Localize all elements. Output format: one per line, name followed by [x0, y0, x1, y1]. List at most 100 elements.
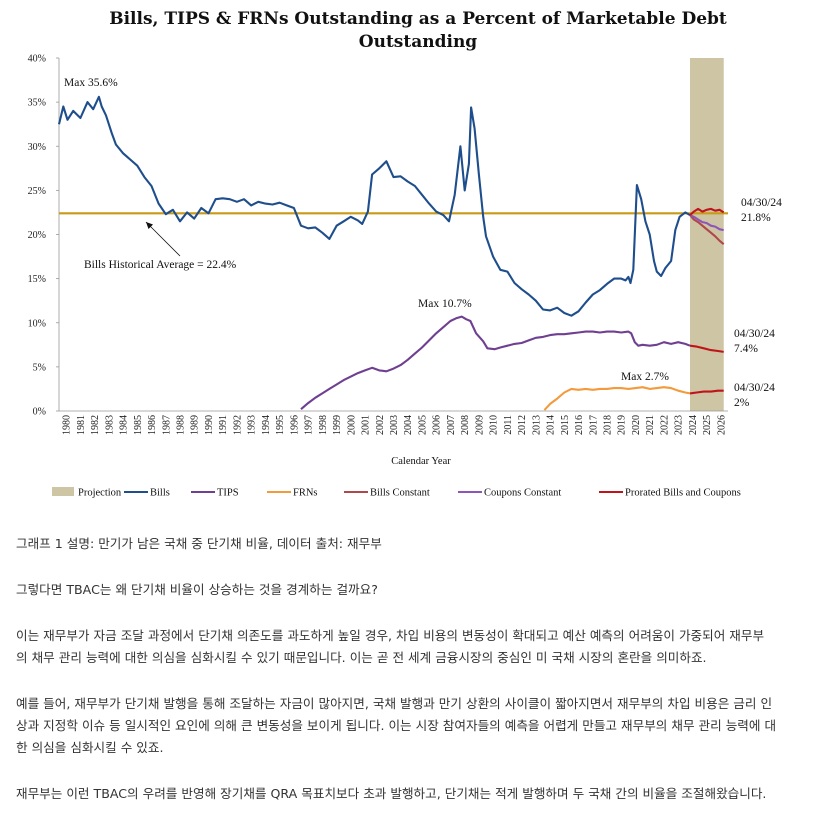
x-axis-label: Calendar Year: [391, 456, 451, 467]
series-frn-projection: [689, 389, 724, 395]
x-tick-label: 2025: [702, 415, 713, 435]
series-layer: [57, 95, 725, 411]
legend-coupons-constant-label: Coupons Constant: [484, 488, 561, 499]
x-tick-label: 2006: [432, 415, 443, 435]
chart-container: Bills, TIPS & FRNs Outstanding as a Perc…: [28, 9, 782, 499]
bills-end-value: 21.8%: [741, 212, 771, 224]
legend-prorated-bills-and-coupons-label: Prorated Bills and Coupons: [625, 488, 741, 499]
x-tick-label: 1983: [104, 415, 115, 435]
paragraph-2-line-1: 예를 들어, 재무부가 단기채 발행을 통해 조달하는 자금이 많아지면, 국채…: [16, 696, 773, 711]
paragraph-1-line-2: 의 채무 관리 능력에 대한 의심을 심화시킬 수 있기 때문입니다. 이는 곧…: [16, 650, 707, 665]
x-tick-label: 2014: [546, 415, 557, 435]
x-tick-label: 2024: [688, 415, 699, 435]
article-text: 그래프 1 설명: 만기가 남은 국채 중 단기채 비율, 데이터 출처: 재무…: [16, 533, 816, 805]
x-tick-label: 1982: [90, 415, 101, 435]
x-tick-label: 1997: [304, 415, 315, 435]
x-tick-label: 2018: [603, 415, 614, 435]
x-tick-label: 1984: [119, 415, 130, 435]
x-tick-label: 2005: [417, 415, 428, 435]
frn-end-value: 2%: [734, 397, 750, 409]
x-tick-label: 1998: [318, 415, 329, 435]
x-tick-label: 1994: [261, 415, 272, 435]
series-bills-constant: [689, 214, 725, 246]
bills-tips-frn-chart: Bills, TIPS & FRNs Outstanding as a Perc…: [28, 9, 782, 499]
y-tick-label: 30%: [28, 142, 46, 153]
x-tick-label: 1980: [62, 415, 73, 435]
bills-max-label: Max 35.6%: [64, 77, 118, 89]
x-tick-label: 2019: [617, 415, 628, 435]
frn-end-date: 04/30/24: [734, 382, 775, 394]
x-tick-label: 2010: [489, 415, 500, 435]
y-tick-label: 15%: [28, 274, 46, 285]
average-arrow-line: [145, 221, 181, 257]
x-tick-label: 1985: [133, 415, 144, 435]
frn-max-label: Max 2.7%: [621, 371, 669, 383]
y-tick-label: 0%: [33, 407, 46, 418]
tips-max-label: Max 10.7%: [418, 298, 472, 310]
projection-band: [689, 58, 724, 411]
x-tick-label: 2004: [403, 415, 414, 435]
x-tick-label: 1988: [175, 415, 186, 435]
tips-end-date: 04/30/24: [734, 328, 775, 340]
y-tick-label: 25%: [28, 186, 46, 197]
x-tick-label: 2016: [574, 415, 585, 435]
chart-title-line1: Bills, TIPS & FRNs Outstanding as a Perc…: [109, 9, 727, 29]
x-tick-label: 1996: [289, 415, 300, 435]
x-tick-label: 2001: [361, 415, 372, 435]
legend-bills-label: Bills: [150, 488, 170, 499]
x-tick-label: 2017: [588, 415, 599, 435]
y-tick-label: 5%: [33, 362, 46, 373]
x-tick-label: 2011: [503, 415, 514, 435]
x-tick-label: 1986: [147, 415, 158, 435]
historical-average-label: Bills Historical Average = 22.4%: [84, 259, 237, 271]
x-tick-label: 2008: [460, 415, 471, 435]
x-tick-label: 2009: [474, 415, 485, 435]
paragraph-1-line-1: 이는 재무부가 자금 조달 과정에서 단기채 의존도를 과도하게 높일 경우, …: [16, 628, 765, 643]
x-tick-label: 2022: [659, 415, 670, 435]
x-tick-label: 2012: [517, 415, 528, 435]
chart-title-line2: Outstanding: [359, 32, 478, 52]
x-tick-label: 2026: [716, 415, 727, 435]
x-tick-label: 1987: [161, 415, 172, 435]
chart-legend: Projection Bills TIPS FRNs Bills Constant Cou…: [52, 487, 741, 499]
series-tips-projection: [689, 344, 724, 353]
legend-tips-label: TIPS: [217, 488, 239, 499]
x-tick-label: 1995: [275, 415, 286, 435]
x-tick-label: 2013: [531, 415, 542, 435]
x-tick-label: 2003: [389, 415, 400, 435]
x-tick-label: 2000: [346, 415, 357, 435]
x-tick-label: 2020: [631, 415, 642, 435]
x-tick-label: 2002: [375, 415, 386, 435]
legend-frns-label: FRNs: [293, 488, 318, 499]
series-coupons-constant: [689, 214, 724, 232]
x-tick-label: 2015: [560, 415, 571, 435]
average-arrow-head: [146, 222, 153, 229]
x-axis: 1980 1981 1982 1983 1984 1985 1986 1987 1988 1989…: [59, 410, 728, 435]
x-tick-label: 1991: [218, 415, 229, 435]
article-question: 그렇다면 TBAC는 왜 단기채 비율이 상승하는 것을 경계하는 걸까요?: [16, 582, 378, 597]
x-tick-label: 1992: [232, 415, 243, 435]
x-tick-label: 1993: [247, 415, 258, 435]
x-tick-label: 1981: [76, 415, 87, 435]
legend-bills-constant-label: Bills Constant: [370, 488, 430, 499]
x-tick-label: 1990: [204, 415, 215, 435]
y-tick-label: 40%: [28, 54, 46, 65]
paragraph-2-line-2: 상과 지정학 이슈 등 일시적인 요인에 의해 큰 변동성을 보이게 됩니다. …: [16, 718, 777, 733]
series-frns: [543, 386, 691, 411]
legend-projection-label: Projection: [78, 488, 122, 499]
chart-caption: 그래프 1 설명: 만기가 남은 국채 중 단기채 비율, 데이터 출처: 재무…: [16, 536, 382, 551]
bills-end-date: 04/30/24: [741, 197, 782, 209]
legend-projection-swatch: [52, 487, 74, 496]
series-bills: [57, 95, 691, 317]
paragraph-2-line-3: 한 의심을 심화시킬 수 있죠.: [16, 740, 164, 755]
y-tick-label: 35%: [28, 98, 46, 109]
x-tick-label: 1999: [332, 415, 343, 435]
y-tick-label: 20%: [28, 230, 46, 241]
x-tick-label: 2007: [446, 415, 457, 435]
series-prorated-bills-and-coupons: [689, 207, 725, 216]
paragraph-3: 재무부는 이런 TBAC의 우려를 반영해 장기채를 QRA 목표치보다 초과 …: [16, 786, 767, 801]
series-tips: [300, 315, 691, 410]
y-axis: 0% 5% 10% 15% 20% 25% 30% 35% 40%: [28, 54, 60, 418]
y-tick-label: 10%: [28, 318, 46, 329]
x-tick-label: 1989: [190, 415, 201, 435]
